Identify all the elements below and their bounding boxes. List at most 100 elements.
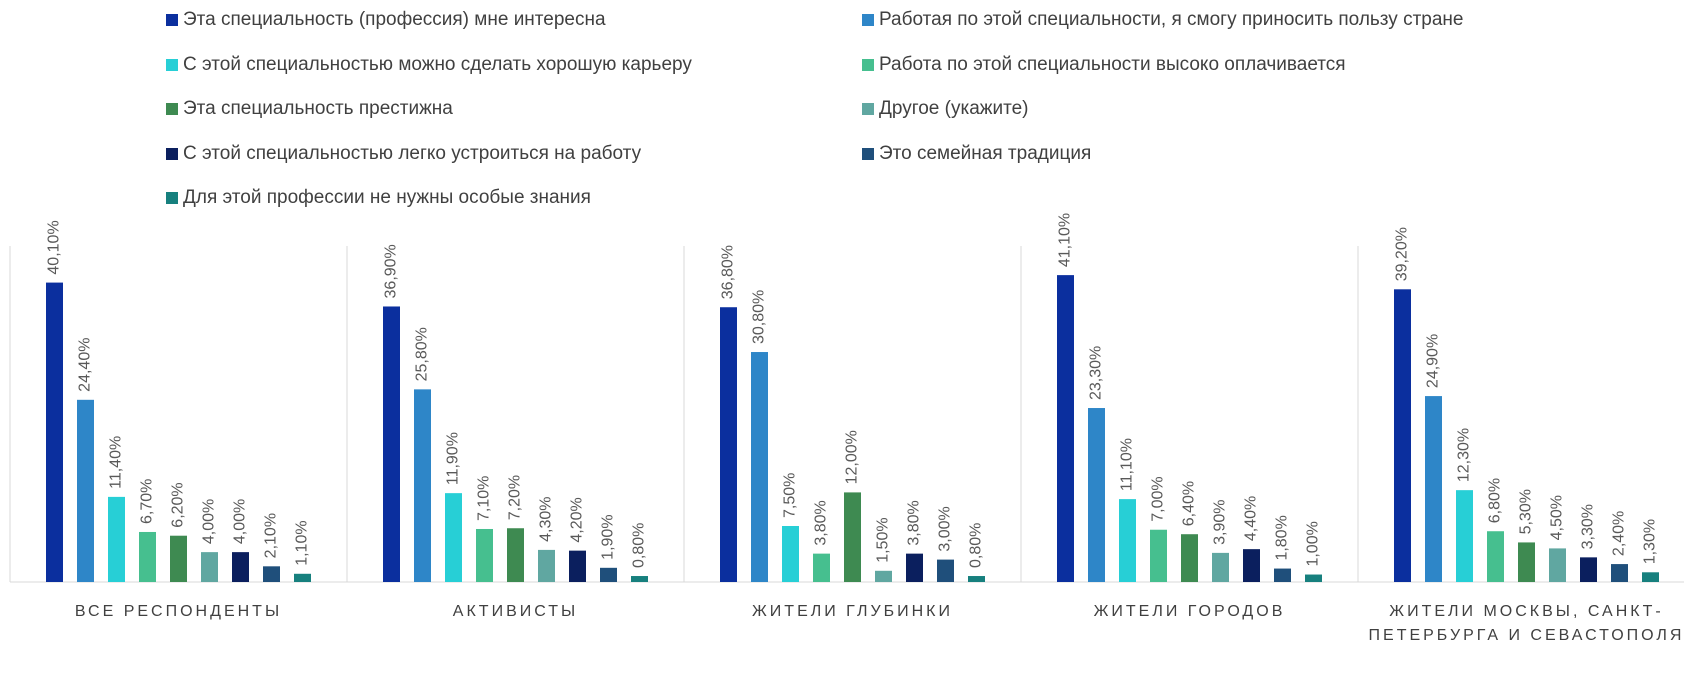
- value-label: 40,10%: [46, 220, 63, 274]
- legend-swatch: [166, 103, 178, 115]
- value-label: 4,30%: [538, 497, 555, 542]
- legend-label: Работа по этой специальности высоко опла…: [879, 54, 1346, 75]
- bar: [1394, 289, 1411, 582]
- value-label: 3,80%: [906, 500, 923, 545]
- value-label: 3,80%: [813, 500, 830, 545]
- value-label: 23,30%: [1088, 346, 1105, 400]
- legend-swatch: [862, 148, 874, 160]
- legend-item: Работая по этой специальности, я смогу п…: [862, 9, 1463, 31]
- bar: [1212, 552, 1229, 582]
- bar: [1150, 529, 1167, 582]
- value-label: 3,90%: [1212, 500, 1229, 545]
- bar: [414, 389, 431, 582]
- x-tick-label: ЖИТЕЛИ ГОРОДОВ: [1093, 603, 1286, 620]
- legend-swatch: [166, 14, 178, 26]
- bar: [445, 493, 462, 582]
- value-label: 12,30%: [1456, 428, 1473, 482]
- bar: [1549, 548, 1566, 582]
- value-label: 1,00%: [1305, 521, 1322, 566]
- value-label: 3,30%: [1580, 504, 1597, 549]
- value-label: 7,20%: [507, 475, 524, 520]
- legend-label: Эта специальность престижна: [183, 98, 453, 119]
- legend-swatch: [166, 59, 178, 71]
- legend-label: Для этой профессии не нужны особые знани…: [183, 187, 591, 208]
- bar: [600, 567, 617, 582]
- legend-swatch: [166, 192, 178, 204]
- bar: [108, 496, 125, 582]
- bar: [232, 552, 249, 582]
- bar: [77, 399, 94, 582]
- value-label: 4,20%: [569, 497, 586, 542]
- legend-item: Другое (укажите): [862, 98, 1028, 120]
- value-label: 11,90%: [445, 432, 462, 485]
- bar: [631, 576, 648, 582]
- value-label: 36,80%: [720, 245, 737, 299]
- bar: [1243, 549, 1260, 582]
- bar: [1456, 490, 1473, 582]
- value-label: 39,20%: [1394, 227, 1411, 281]
- legend-label: Другое (укажите): [879, 98, 1029, 119]
- value-label: 11,40%: [108, 436, 125, 489]
- value-label: 4,40%: [1243, 496, 1260, 541]
- bar: [751, 352, 768, 582]
- value-label: 24,40%: [77, 338, 94, 392]
- bar: [507, 528, 524, 582]
- x-tick-label: ЖИТЕЛИ МОСКВЫ, САНКТ-ПЕТЕРБУРГА И СЕВАСТ…: [1368, 603, 1684, 644]
- bar: [46, 282, 63, 582]
- legend-label: С этой специальностью можно сделать хоро…: [183, 54, 692, 75]
- legend-label: Это семейная традиция: [879, 143, 1092, 164]
- bar: [170, 535, 187, 582]
- value-label: 1,10%: [294, 520, 311, 565]
- value-label: 6,40%: [1181, 481, 1198, 526]
- value-label: 11,10%: [1119, 438, 1136, 491]
- bar: [201, 552, 218, 582]
- legend-swatch: [166, 148, 178, 160]
- value-label: 4,00%: [201, 499, 218, 544]
- bar: [1611, 564, 1628, 582]
- bar: [1487, 531, 1504, 582]
- value-label: 6,80%: [1487, 478, 1504, 523]
- value-label: 1,80%: [1274, 515, 1291, 560]
- legend-item: Работа по этой специальности высоко опла…: [862, 54, 1346, 76]
- value-label: 7,50%: [782, 473, 799, 518]
- bar: [1057, 275, 1074, 582]
- value-label: 25,80%: [414, 327, 431, 381]
- value-label: 30,80%: [751, 290, 768, 344]
- bar: [906, 553, 923, 582]
- legend-swatch: [862, 59, 874, 71]
- value-label: 1,50%: [875, 517, 892, 562]
- value-label: 4,00%: [232, 499, 249, 544]
- value-label: 2,40%: [1611, 511, 1628, 556]
- bar: [1518, 542, 1535, 582]
- legend-label: Эта специальность (профессия) мне интере…: [183, 9, 606, 30]
- legend-item: Эта специальность престижна: [166, 98, 453, 120]
- value-label: 3,00%: [937, 506, 954, 551]
- value-label: 6,70%: [139, 479, 156, 524]
- legend-swatch: [862, 103, 874, 115]
- legend-swatch: [862, 14, 874, 26]
- value-label: 5,30%: [1518, 489, 1535, 534]
- legend-item: Это семейная традиция: [862, 143, 1091, 165]
- value-label: 0,80%: [968, 523, 985, 568]
- bar: [383, 306, 400, 582]
- legend-item: Эта специальность (профессия) мне интере…: [166, 9, 606, 31]
- bar: [139, 531, 156, 582]
- x-tick-label: АКТИВИСТЫ: [452, 603, 579, 620]
- bar: [1642, 572, 1659, 582]
- bar: [1274, 568, 1291, 582]
- x-tick-label: ВСЕ РЕСПОНДЕНТЫ: [74, 603, 283, 620]
- bar: [263, 566, 280, 582]
- bar: [1181, 534, 1198, 582]
- legend-label: С этой специальностью легко устроиться н…: [183, 143, 642, 164]
- bar: [937, 559, 954, 582]
- bar: [1580, 557, 1597, 582]
- bar: [538, 549, 555, 582]
- value-label: 0,80%: [631, 523, 648, 568]
- value-label: 1,30%: [1642, 519, 1659, 564]
- value-label: 7,00%: [1150, 476, 1167, 521]
- bar: [782, 526, 799, 582]
- value-label: 36,90%: [383, 244, 400, 298]
- bar: [813, 553, 830, 582]
